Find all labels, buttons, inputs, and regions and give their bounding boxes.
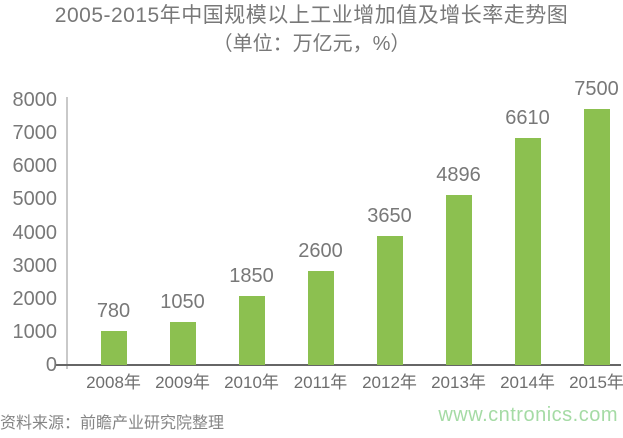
bar-2012年 (376, 236, 403, 365)
x-axis-category-label: 2013年 (431, 373, 486, 392)
y-axis-tick-label: 1000 (12, 320, 58, 343)
x-axis-category-label: 2011年 (293, 373, 348, 392)
x-axis-category-label: 2014年 (500, 373, 555, 392)
bar-2010年 (238, 296, 265, 365)
bar-2013年 (445, 195, 472, 365)
bar-value-label: 1850 (229, 265, 274, 287)
y-axis-tick-label: 7000 (12, 122, 58, 145)
page-subtitle: （单位：万亿元，%） (212, 33, 411, 55)
bar-value-label: 1050 (160, 291, 205, 313)
bar-2008年 (100, 331, 127, 365)
y-axis-line (66, 97, 68, 369)
bar-value-label: 780 (96, 300, 131, 322)
bar-value-label: 2600 (298, 240, 343, 262)
y-axis-tick-label: 4000 (12, 221, 58, 244)
x-axis-category-label: 2010年 (224, 373, 279, 392)
y-axis-tick-label: 6000 (12, 155, 58, 178)
bar-value-label: 4896 (436, 164, 481, 186)
x-axis-line (55, 364, 621, 366)
page-title: 2005-2015年中国规模以上工业增加值及增长率走势图 (54, 4, 569, 27)
y-axis-tick-label: 3000 (12, 254, 58, 277)
y-axis-tick-label: 0 (45, 354, 57, 376)
bar-2011年 (307, 271, 334, 365)
y-axis-tick-label: 5000 (12, 188, 58, 211)
bar-value-label: 6610 (505, 107, 550, 129)
bar-value-label: 7500 (574, 78, 619, 100)
bar-2009年 (169, 322, 196, 365)
bar-value-label: 3650 (367, 205, 412, 227)
x-axis-category-label: 2009年 (155, 373, 210, 392)
x-axis-category-label: 2008年 (86, 373, 141, 392)
y-axis-tick-label: 2000 (12, 287, 58, 310)
x-axis-category-label: 2012年 (362, 373, 417, 392)
bar-2015年 (583, 109, 610, 365)
y-axis-tick-label: 8000 (12, 89, 58, 111)
source-note: 资料来源：前瞻产业研究院整理 (0, 415, 225, 432)
x-axis-category-label: 2015年 (569, 373, 623, 392)
watermark-url: www.cntronics.com (438, 404, 618, 426)
bar-2014年 (514, 138, 541, 365)
